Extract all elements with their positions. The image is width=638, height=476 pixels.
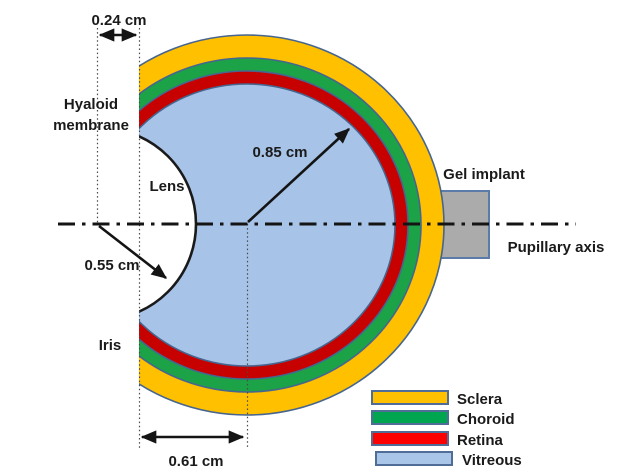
label-iris: Iris [99, 337, 122, 354]
label-pupillary-axis: Pupillary axis [508, 239, 605, 256]
label-hyaloid-membrane-line1: Hyaloid [64, 96, 118, 113]
measurement-lens-radius: 0.55 cm [84, 257, 139, 274]
label-hyaloid-membrane-line2: membrane [53, 117, 129, 134]
measurement-hyaloid-to-center: 0.61 cm [168, 453, 223, 470]
legend-label-vitreous: Vitreous [462, 452, 522, 469]
label-gel-implant: Gel implant [443, 166, 525, 183]
legend-swatch-choroid [371, 410, 449, 425]
legend-swatch-vitreous [375, 451, 453, 466]
label-lens: Lens [149, 178, 184, 195]
legend-swatch-retina [371, 431, 449, 446]
dimension-arrow-0-55 [98, 224, 167, 280]
measurement-vitreous-radius: 0.85 cm [252, 144, 307, 161]
legend: Sclera Choroid Retina Vitreous [371, 390, 522, 469]
legend-label-sclera: Sclera [457, 391, 503, 408]
legend-label-choroid: Choroid [457, 411, 515, 428]
legend-swatch-sclera [371, 390, 449, 405]
dimension-arrow-0-85 [247, 128, 350, 223]
legend-label-retina: Retina [457, 432, 504, 449]
measurement-hyaloid-offset: 0.24 cm [91, 12, 146, 29]
